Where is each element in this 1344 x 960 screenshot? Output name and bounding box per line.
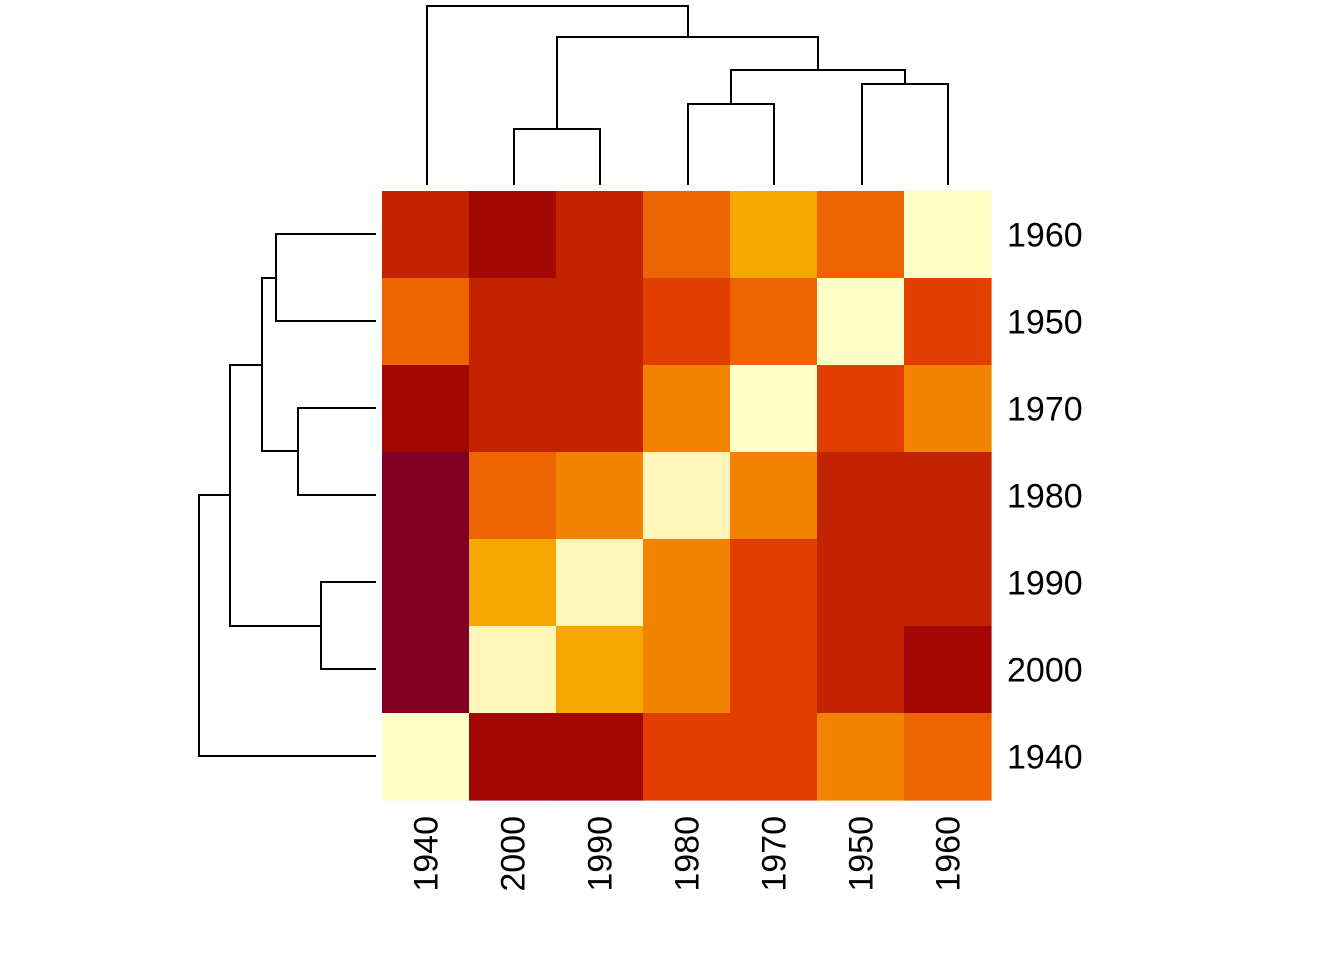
heatmap-cell-1940-1960 xyxy=(904,713,992,801)
row-label-1980: 1980 xyxy=(1007,478,1083,516)
heatmap-cell-1970-1940 xyxy=(382,365,470,453)
heatmap-cell-1980-1950 xyxy=(817,452,905,540)
heatmap-cell-1940-1940 xyxy=(382,713,470,801)
heatmap-cell-1980-2000 xyxy=(469,452,557,540)
row-label-1950: 1950 xyxy=(1007,304,1083,342)
heatmap-cell-2000-2000 xyxy=(469,626,557,714)
column-label-1960: 1960 xyxy=(930,816,968,892)
heatmap-cell-1990-1990 xyxy=(556,539,644,627)
row-dendrogram xyxy=(198,233,376,757)
heatmap-cell-1950-1970 xyxy=(730,278,818,366)
row-dendrogram-branch-2 xyxy=(297,407,376,496)
heatmap-cell-1940-1950 xyxy=(817,713,905,801)
heatmap-cell-2000-1980 xyxy=(643,626,731,714)
heatmap-cell-1950-1950 xyxy=(817,278,905,366)
column-dendrogram-branch-1 xyxy=(513,128,601,185)
heatmap-cell-1940-1980 xyxy=(643,713,731,801)
column-label-1990: 1990 xyxy=(582,816,620,892)
heatmap-cell-1950-1960 xyxy=(904,278,992,366)
heatmap-cell-1980-1940 xyxy=(382,452,470,540)
heatmap-cell-1960-1940 xyxy=(382,191,470,279)
heatmap-cell-2000-1950 xyxy=(817,626,905,714)
heatmap-cell-1990-1950 xyxy=(817,539,905,627)
heatmap-cell-1940-1990 xyxy=(556,713,644,801)
heatmap-cell-1980-1970 xyxy=(730,452,818,540)
heatmap-cell-1980-1960 xyxy=(904,452,992,540)
heatmap-cell-1960-1950 xyxy=(817,191,905,279)
row-dendrogram-branch-4 xyxy=(261,277,298,452)
heatmap-cell-1970-1950 xyxy=(817,365,905,453)
heatmap-cell-1950-1940 xyxy=(382,278,470,366)
column-label-1940: 1940 xyxy=(408,816,446,892)
heatmap-cell-1960-1980 xyxy=(643,191,731,279)
heatmap-cell-1970-1980 xyxy=(643,365,731,453)
row-label-1970: 1970 xyxy=(1007,391,1083,429)
heatmap-cell-1950-1990 xyxy=(556,278,644,366)
heatmap-cell-1970-2000 xyxy=(469,365,557,453)
heatmap-cell-1990-1940 xyxy=(382,539,470,627)
heatmap-cell-1970-1960 xyxy=(904,365,992,453)
column-labels: 1940 2000 1990 1980 1970 1950 1960 xyxy=(408,816,968,892)
column-dendrogram-branch-4 xyxy=(730,69,906,104)
heatmap-cell-2000-1960 xyxy=(904,626,992,714)
heatmap-cell-2000-1970 xyxy=(730,626,818,714)
heatmap-cell-1950-1980 xyxy=(643,278,731,366)
column-dendrogram-branch-2 xyxy=(687,103,775,185)
row-labels: 1960 1950 1970 1980 1990 2000 1940 xyxy=(1007,217,1083,777)
column-dendrogram-branch-3 xyxy=(861,83,949,185)
row-dendrogram-branch-6 xyxy=(198,494,376,757)
heatmap-cell-1980-1990 xyxy=(556,452,644,540)
column-label-1950: 1950 xyxy=(843,816,881,892)
heatmap-cell-1960-1960 xyxy=(904,191,992,279)
heatmap-cell-1990-1970 xyxy=(730,539,818,627)
row-label-1960: 1960 xyxy=(1007,217,1083,255)
heatmap-cells xyxy=(382,191,992,801)
heatmap-cell-1960-1970 xyxy=(730,191,818,279)
heatmap-cell-1990-1980 xyxy=(643,539,731,627)
heatmap-cell-1960-1990 xyxy=(556,191,644,279)
row-label-1940: 1940 xyxy=(1007,739,1083,777)
heatmap-cell-2000-1940 xyxy=(382,626,470,714)
column-label-2000: 2000 xyxy=(495,816,533,892)
column-dendrogram-branch-6 xyxy=(426,5,689,185)
column-label-1970: 1970 xyxy=(756,816,794,892)
row-label-2000: 2000 xyxy=(1007,652,1083,690)
heatmap-cell-1980-1980 xyxy=(643,452,731,540)
heatmap-cell-1960-2000 xyxy=(469,191,557,279)
heatmap-cell-1990-1960 xyxy=(904,539,992,627)
heatmap-cell-1940-1970 xyxy=(730,713,818,801)
heatmap-cell-1990-2000 xyxy=(469,539,557,627)
heatmap-cell-1970-1970 xyxy=(730,365,818,453)
row-label-1990: 1990 xyxy=(1007,565,1083,603)
row-dendrogram-branch-3 xyxy=(320,581,376,670)
heatmap-cell-2000-1990 xyxy=(556,626,644,714)
heatmap-cell-1940-2000 xyxy=(469,713,557,801)
heatmap-cell-1970-1990 xyxy=(556,365,644,453)
column-label-1980: 1980 xyxy=(669,816,707,892)
row-dendrogram-branch-1 xyxy=(275,233,376,322)
heatmap-cell-1950-2000 xyxy=(469,278,557,366)
column-dendrogram xyxy=(426,5,949,185)
